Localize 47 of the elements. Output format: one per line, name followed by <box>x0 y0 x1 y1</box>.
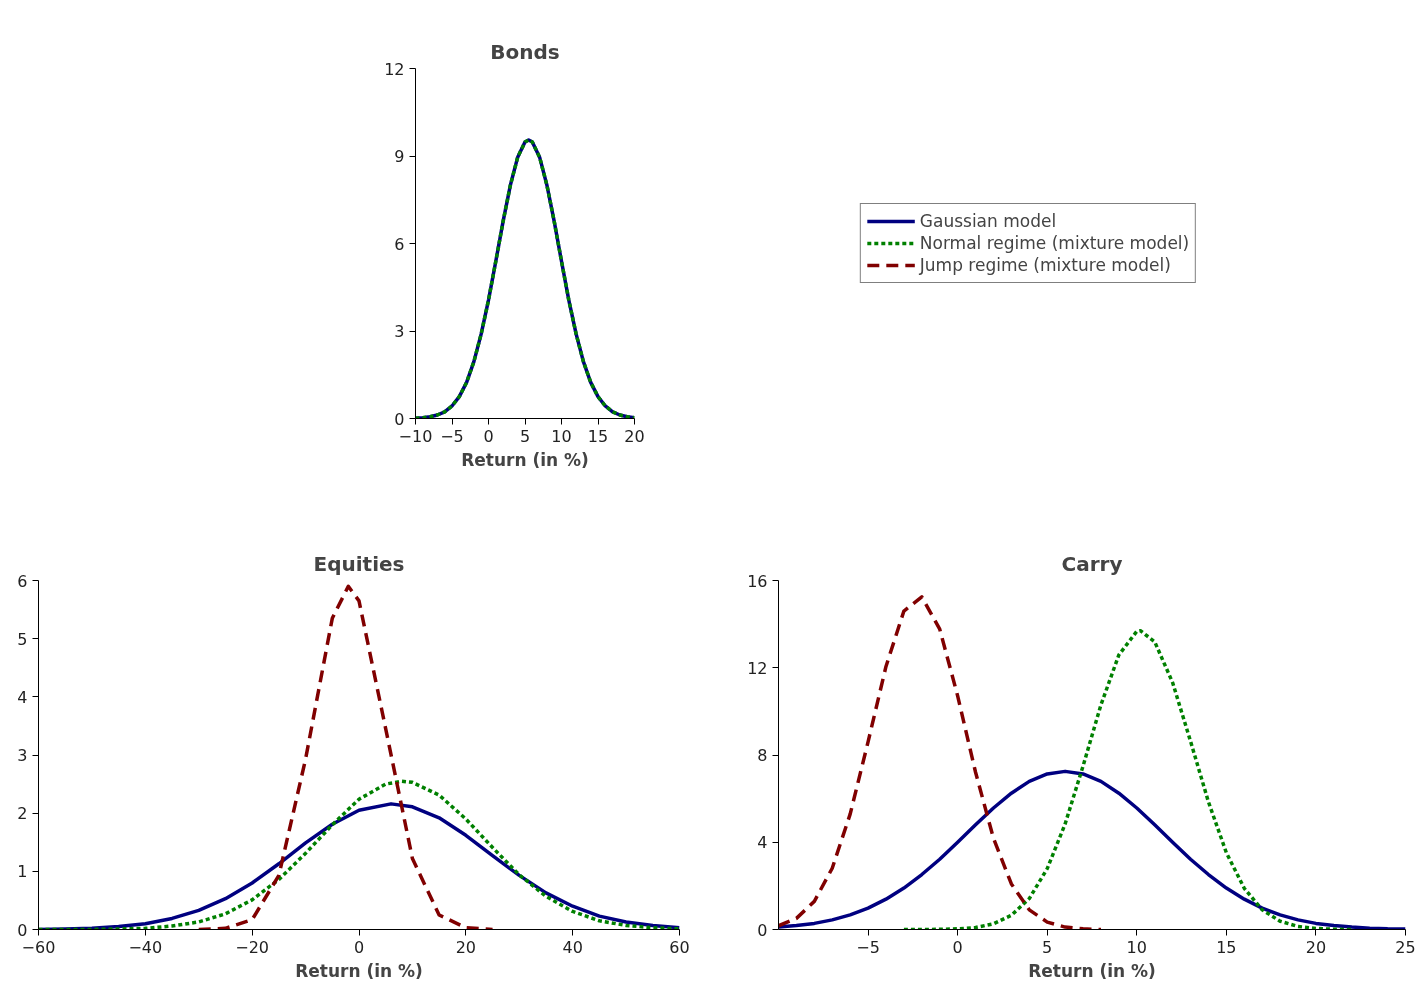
x-tick-label: −60 <box>21 937 56 957</box>
chart-title: Equities <box>313 551 405 576</box>
y-tick-label: 4 <box>17 687 28 707</box>
x-tick-label: 5 <box>1042 937 1053 957</box>
y-tick-label: 2 <box>17 804 28 824</box>
x-axis-title: Return (in %) <box>295 960 423 981</box>
x-tick-label: 0 <box>353 937 365 957</box>
legend-label: Jump regime (mixture model) <box>919 254 1171 276</box>
y-tick-label: 12 <box>384 59 405 79</box>
y-tick-label: 4 <box>757 833 768 853</box>
legend-label: Gaussian model <box>919 210 1058 232</box>
x-tick-label: 15 <box>1216 937 1237 957</box>
x-tick-label: 0 <box>952 937 963 957</box>
x-tick-label: −5 <box>440 426 464 446</box>
y-tick-label: 5 <box>17 629 28 649</box>
x-tick-label: 60 <box>669 937 690 957</box>
x-tick-label: 25 <box>1395 937 1416 957</box>
x-tick-label: 40 <box>562 937 583 957</box>
chart-title: Carry <box>1061 551 1123 576</box>
y-tick-label: 16 <box>747 571 768 591</box>
x-tick-label: 20 <box>455 937 477 957</box>
x-tick-label: −40 <box>128 937 163 957</box>
x-axis-title: Return (in %) <box>1028 960 1156 981</box>
y-tick-label: 0 <box>394 409 405 429</box>
y-tick-label: 8 <box>757 746 768 765</box>
y-tick-label: 6 <box>17 571 28 591</box>
y-tick-label: 1 <box>17 862 28 882</box>
x-tick-label: −10 <box>398 426 433 446</box>
y-tick-label: 3 <box>17 746 28 765</box>
x-tick-label: 5 <box>519 426 531 446</box>
y-tick-label: 12 <box>747 658 768 678</box>
x-tick-label: 10 <box>1126 937 1147 957</box>
y-tick-label: 0 <box>17 920 28 940</box>
x-axis-title: Return (in %) <box>461 449 589 470</box>
y-tick-label: 9 <box>394 147 405 166</box>
legend-label: Normal regime (mixture model) <box>919 232 1190 254</box>
x-tick-label: 20 <box>1305 937 1327 957</box>
y-tick-label: 0 <box>757 920 768 940</box>
chart-title: Bonds <box>490 39 560 64</box>
x-tick-label: 0 <box>483 426 494 446</box>
x-tick-label: −5 <box>856 937 880 957</box>
y-tick-label: 6 <box>394 234 405 254</box>
x-tick-label: 20 <box>624 426 645 446</box>
x-tick-label: −20 <box>235 937 270 957</box>
x-tick-label: 10 <box>551 426 572 446</box>
x-tick-label: 15 <box>587 426 609 446</box>
y-tick-label: 3 <box>394 322 405 341</box>
